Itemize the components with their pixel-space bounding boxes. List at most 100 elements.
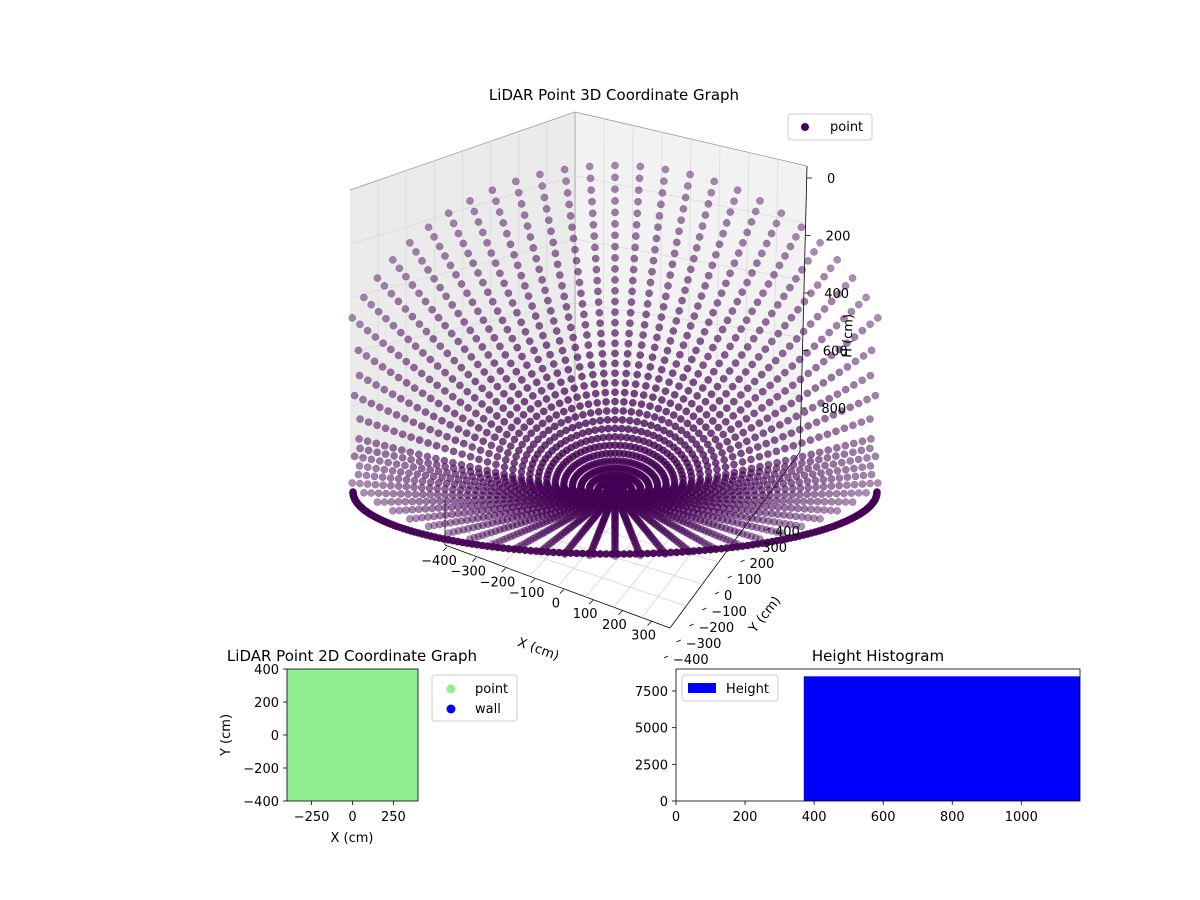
point-3d: [688, 435, 696, 444]
point-3d: [679, 373, 688, 382]
point-3d: [578, 372, 586, 381]
point-3d: [450, 356, 459, 365]
point-3d: [734, 441, 743, 450]
point-3d: [727, 425, 735, 434]
point-3d: [701, 211, 710, 219]
x-tick-label-hist: 400: [802, 810, 827, 825]
point-3d: [479, 437, 488, 446]
point-3d: [718, 325, 727, 334]
point-3d: [729, 397, 738, 406]
point-3d: [720, 456, 729, 464]
chart-title-2d: LiDAR Point 2D Coordinate Graph: [227, 647, 477, 665]
point-3d: [382, 314, 390, 323]
point-3d: [499, 219, 508, 227]
point-3d: [378, 363, 387, 371]
point-3d: [448, 375, 457, 383]
point-3d: [490, 333, 499, 342]
point-3d: [580, 382, 588, 390]
point-3d: [602, 407, 611, 415]
point-3d: [544, 296, 552, 305]
point-3d: [689, 378, 698, 387]
point-3d: [499, 535, 508, 544]
point-3d: [539, 331, 547, 340]
point-3d: [686, 170, 694, 179]
point-3d: [792, 412, 801, 421]
point-3d: [611, 161, 619, 170]
point-3d: [538, 419, 547, 428]
point-3d: [565, 200, 573, 209]
point-3d: [733, 297, 742, 306]
point-3d: [553, 260, 562, 269]
point-3d: [579, 410, 587, 419]
point-3d: [562, 302, 571, 311]
point-3d: [821, 414, 829, 423]
point-3d: [657, 365, 666, 374]
point-3d: [819, 482, 828, 491]
point-3d: [722, 535, 731, 544]
point-3d: [433, 381, 442, 390]
point-3d: [731, 359, 740, 367]
point-3d: [795, 355, 804, 364]
point-3d: [644, 372, 652, 381]
point-3d: [468, 298, 477, 307]
point-3d: [454, 527, 463, 535]
point-3d: [779, 468, 787, 477]
point-3d: [671, 422, 680, 431]
point-3d: [378, 473, 387, 482]
point-3d: [430, 521, 438, 530]
point-3d: [737, 449, 745, 458]
point-3d: [701, 423, 710, 432]
point-3d: [709, 308, 717, 317]
point-3d: [665, 429, 674, 438]
point-3d: [412, 514, 420, 523]
point-3d: [390, 452, 398, 460]
point-3d: [493, 307, 502, 315]
point-3d: [851, 472, 860, 481]
point-3d: [719, 430, 728, 439]
point-3d: [654, 375, 663, 383]
point-3d: [847, 307, 856, 316]
point-3d: [542, 373, 551, 382]
x-axis-label-3d: X (cm): [515, 635, 561, 664]
point-3d: [719, 534, 727, 543]
point-3d: [733, 186, 742, 195]
point-3d: [611, 242, 619, 251]
point-3d: [631, 243, 639, 252]
point-3d: [730, 259, 739, 268]
point-3d: [490, 359, 499, 367]
point-3d: [441, 519, 449, 528]
point-3d: [718, 449, 726, 457]
point-3d: [485, 325, 493, 333]
point-3d: [555, 548, 563, 557]
point-3d: [493, 452, 502, 461]
point-3d: [561, 549, 569, 557]
point-3d: [834, 289, 843, 298]
point-3d: [496, 342, 504, 351]
point-3d: [754, 502, 763, 510]
point-3d: [817, 469, 825, 477]
point-3d: [646, 278, 655, 287]
point-3d: [841, 282, 850, 290]
point-3d: [701, 282, 709, 290]
point-3d: [526, 233, 535, 241]
point-3d: [479, 316, 488, 325]
point-3d: [626, 550, 634, 558]
point-3d: [794, 504, 802, 513]
point-3d: [510, 459, 519, 467]
point-3d: [602, 550, 610, 558]
point-3d: [373, 274, 382, 282]
point-3d: [464, 524, 473, 533]
point-3d: [611, 276, 619, 284]
point-3d: [388, 466, 397, 475]
point-3d: [781, 519, 789, 528]
point-3d: [528, 392, 537, 400]
point-3d: [448, 301, 457, 309]
point-3d: [767, 527, 776, 535]
point-3d: [797, 223, 806, 232]
point-3d: [726, 445, 735, 453]
point-3d: [409, 463, 418, 471]
point-3d: [426, 466, 435, 474]
point-3d: [742, 437, 751, 446]
point-3d: [575, 278, 584, 287]
point-3d: [683, 182, 692, 190]
